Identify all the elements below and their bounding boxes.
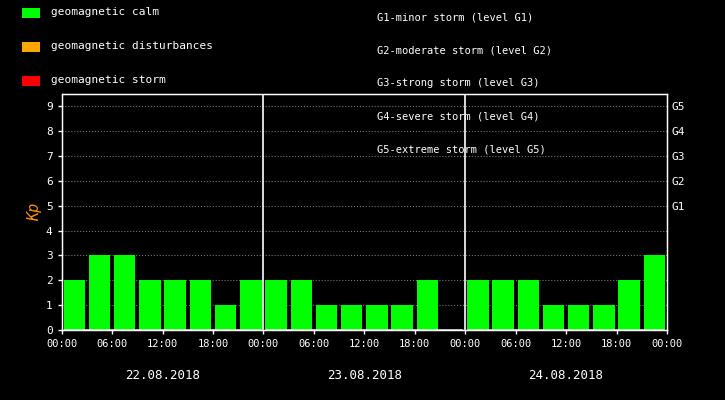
Bar (492, 280, 514, 330)
Text: 24.08.2018: 24.08.2018 (529, 369, 604, 382)
Bar (265, 280, 287, 330)
Bar (644, 256, 665, 330)
Bar (366, 305, 388, 330)
Text: geomagnetic calm: geomagnetic calm (51, 7, 159, 17)
Bar (316, 305, 337, 330)
Text: G1-minor storm (level G1): G1-minor storm (level G1) (377, 12, 534, 22)
Bar (291, 280, 312, 330)
Text: G4-severe storm (level G4): G4-severe storm (level G4) (377, 112, 539, 122)
Bar (190, 280, 211, 330)
Text: G5-extreme storm (level G5): G5-extreme storm (level G5) (377, 145, 546, 155)
Y-axis label: Kp: Kp (27, 203, 41, 221)
Bar (618, 280, 640, 330)
Bar (593, 305, 615, 330)
Bar (64, 280, 85, 330)
Bar (215, 305, 236, 330)
Bar (341, 305, 362, 330)
Bar (467, 280, 489, 330)
Bar (518, 280, 539, 330)
Text: geomagnetic disturbances: geomagnetic disturbances (51, 41, 212, 51)
Bar (417, 280, 438, 330)
Text: 22.08.2018: 22.08.2018 (125, 369, 200, 382)
Bar (543, 305, 564, 330)
Bar (114, 256, 136, 330)
Bar (139, 280, 161, 330)
Text: geomagnetic storm: geomagnetic storm (51, 75, 165, 85)
Bar (88, 256, 110, 330)
Text: 23.08.2018: 23.08.2018 (327, 369, 402, 382)
Bar (165, 280, 186, 330)
Bar (568, 305, 589, 330)
Text: G2-moderate storm (level G2): G2-moderate storm (level G2) (377, 45, 552, 55)
Bar (240, 280, 262, 330)
Bar (392, 305, 413, 330)
Text: G3-strong storm (level G3): G3-strong storm (level G3) (377, 78, 539, 88)
